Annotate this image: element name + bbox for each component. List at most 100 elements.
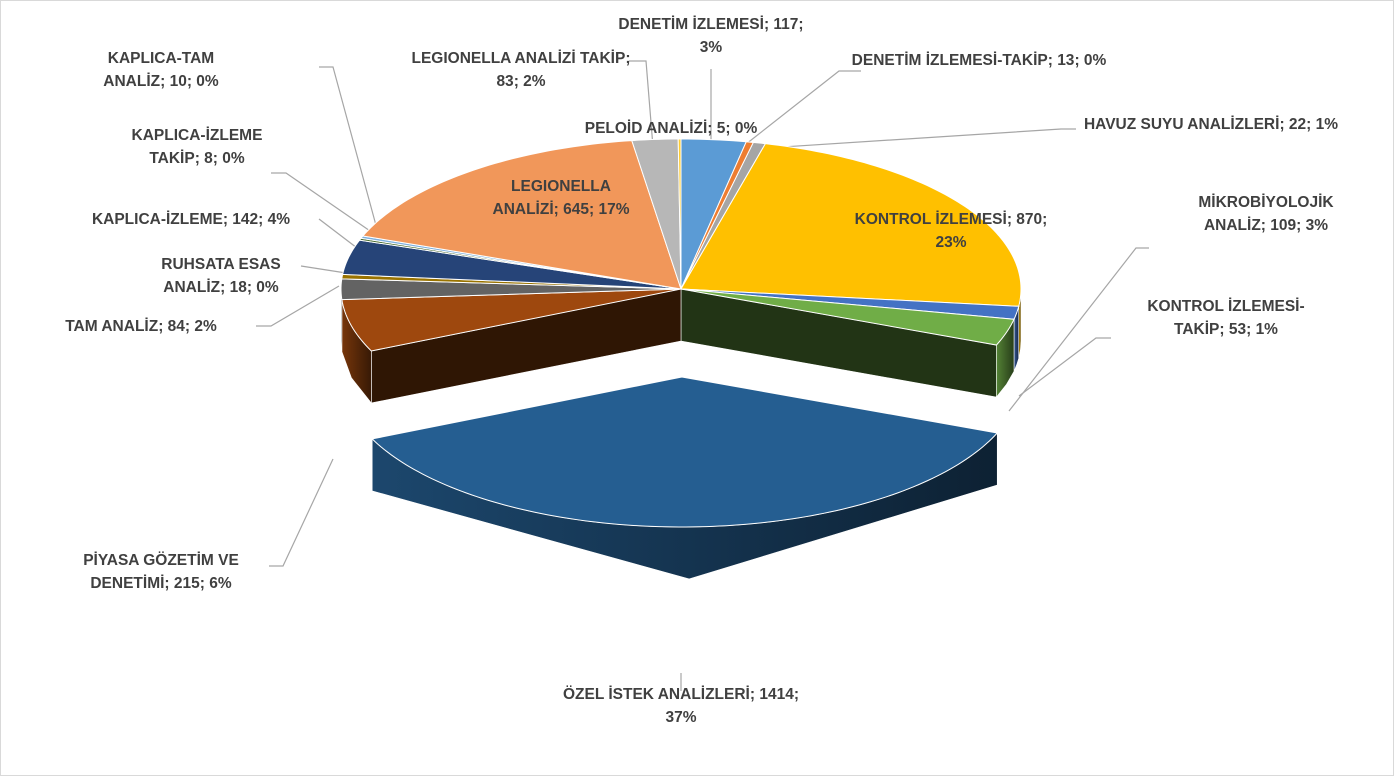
data-label: PELOİD ANALİZİ; 5; 0% [536, 117, 806, 140]
leader-line [1008, 247, 1149, 412]
label-part: 0% [222, 150, 245, 167]
label-part: ; [1074, 52, 1084, 69]
data-label: KAPLICA-İZLEME; 142; 4% [46, 208, 336, 231]
label-part: KONTROL İZLEMESİ [854, 211, 1007, 228]
slice [680, 143, 1022, 307]
label-part: 17% [598, 201, 630, 218]
label-part: KAPLICA-İZLEME TAKİP [131, 127, 263, 167]
label-part: 22 [1288, 116, 1307, 133]
label-part: ÖZEL İSTEK ANALİZLERİ [563, 686, 750, 703]
label-part: 0% [256, 279, 279, 296]
label-part: ; [220, 279, 230, 296]
label-part: DENETİM İZLEMESİ-TAKİP [851, 52, 1048, 69]
label-part: 3% [1305, 217, 1329, 234]
slice [340, 278, 682, 301]
label-part: 0% [196, 73, 219, 90]
label-part: 8 [204, 150, 213, 167]
data-label: KONTROL İZLEMESİ; 870; 23% [841, 208, 1061, 254]
label-part: ; [725, 120, 735, 137]
label-part: KAPLICA-İZLEME [91, 211, 223, 228]
leader-line [629, 60, 654, 148]
data-label: TAM ANALİZ; 84; 2% [11, 315, 271, 338]
label-part: ; [707, 120, 717, 137]
data-label: HAVUZ SUYU ANALİZLERİ; 22; 1% [1066, 113, 1356, 136]
label-part: ; [1306, 116, 1316, 133]
data-label: KAPLICA-TAM ANALİZ; 10; 0% [81, 47, 241, 93]
label-part: ; [625, 50, 631, 67]
label-part: ; [1047, 52, 1058, 69]
label-part: 13 [1057, 52, 1075, 69]
label-part: ; [199, 575, 210, 592]
label-part: PİYASA GÖZETİM VE DENETİMİ [83, 552, 239, 592]
label-part: 2% [523, 73, 546, 90]
label-part: ; [1042, 211, 1048, 228]
label-part: ; [1246, 321, 1256, 338]
label-part: KAPLICA-TAM ANALİZ [103, 50, 215, 90]
label-part: KONTROL İZLEMESİ-TAKİP [1147, 298, 1305, 338]
label-part: MİKROBİYOLOJİK ANALİZ [1198, 194, 1334, 234]
label-part: ; [1219, 321, 1229, 338]
label-part: 109 [1270, 217, 1297, 234]
label-part: ; [258, 211, 268, 228]
leader-line [319, 66, 378, 230]
data-label: PİYASA GÖZETİM VE DENETİMİ; 215; 6% [46, 549, 276, 595]
leader-line [271, 172, 374, 234]
label-part: 0% [1083, 52, 1107, 69]
leader-line [750, 128, 1076, 150]
leader-line [318, 218, 362, 252]
label-part: 645 [563, 201, 589, 218]
label-part: 215 [173, 575, 200, 592]
label-part: ; [793, 686, 799, 703]
slice [371, 376, 998, 528]
label-part: ; [186, 73, 197, 90]
data-label: ÖZEL İSTEK ANALİZLERİ; 1414; 37% [546, 683, 816, 729]
label-part: ; [749, 686, 760, 703]
label-part: ; [184, 318, 195, 335]
label-part: ; [588, 201, 599, 218]
label-part: 3% [699, 39, 723, 56]
label-part: TAM ANALİZ [65, 318, 159, 335]
label-part: LEGIONELLA ANALİZİ TAKİP [411, 50, 626, 67]
slice [341, 288, 682, 352]
label-part: ; [553, 201, 564, 218]
data-label: DENETİM İZLEMESİ; 117; 3% [616, 13, 806, 59]
label-part: 83 [496, 73, 514, 90]
label-part: 117 [773, 16, 799, 33]
label-part: PELOİD ANALİZİ [584, 120, 708, 137]
label-part: 10 [169, 73, 187, 90]
leader-lines [256, 60, 1149, 691]
data-label: LEGIONELLA ANALİZİ TAKİP; 83; 2% [411, 47, 631, 93]
label-part: ; [763, 16, 774, 33]
label-part: HAVUZ SUYU ANALİZLERİ [1083, 116, 1280, 133]
label-part: ; [1296, 217, 1306, 234]
data-label: KONTROL İZLEMESİ-TAKİP; 53; 1% [1131, 295, 1321, 341]
leader-line [740, 70, 861, 149]
label-part: ; [1279, 116, 1289, 133]
label-part: ; [222, 211, 233, 228]
slice [630, 138, 682, 290]
leader-line [1018, 337, 1111, 397]
label-part: 4% [267, 211, 291, 228]
slice [362, 140, 682, 290]
label-part: 0% [734, 120, 758, 137]
label-part: 6% [209, 575, 232, 592]
leader-line [269, 458, 334, 567]
data-label: KAPLICA-İZLEME TAKİP; 8; 0% [112, 124, 282, 170]
label-part: ; [798, 16, 804, 33]
leader-line [256, 285, 340, 327]
label-part: 84 [167, 318, 185, 335]
label-part: 5 [716, 120, 726, 137]
label-part: ; [246, 279, 257, 296]
label-part: 1414 [759, 686, 794, 703]
label-part: 142 [232, 211, 259, 228]
label-part: ; [212, 150, 223, 167]
label-part: 1% [1255, 321, 1278, 338]
label-part: ; [1260, 217, 1271, 234]
label-part: ; [158, 318, 168, 335]
label-part: 870 [1016, 211, 1043, 228]
label-part: 23% [935, 234, 967, 251]
leader-line [300, 265, 347, 274]
data-label: RUHSATA ESAS ANALİZ; 18; 0% [141, 253, 301, 299]
